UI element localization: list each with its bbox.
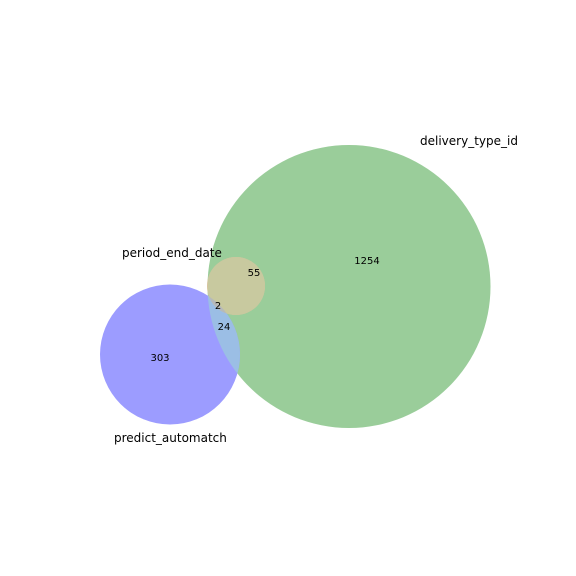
region-count-all-three: 2 (215, 301, 221, 312)
predict-automatch-label: predict_automatch (114, 431, 227, 445)
period-delivery-overlap (207, 257, 265, 315)
period-end-date-label: period_end_date (122, 246, 222, 260)
region-count-predict-delivery: 24 (218, 322, 231, 333)
delivery-type-id-label: delivery_type_id (420, 134, 518, 148)
region-count-predict-only: 303 (150, 353, 169, 364)
delivery-type-id-circle (207, 145, 491, 428)
region-count-delivery-only: 1254 (354, 256, 379, 267)
predict-automatch-circle (100, 284, 240, 425)
region-count-period-only: 55 (248, 268, 261, 279)
